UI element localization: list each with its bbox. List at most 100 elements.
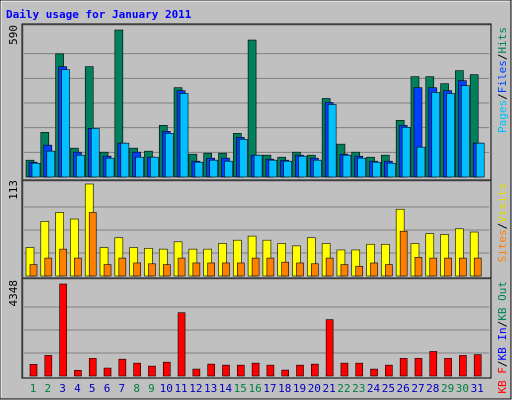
bar (325, 257, 334, 277)
bar (238, 139, 248, 178)
bar (120, 142, 130, 178)
legend-entry: Visits (496, 183, 509, 223)
bar (370, 368, 378, 377)
bar (475, 142, 485, 178)
bar (236, 262, 245, 277)
legend-entry: KB In (496, 327, 509, 360)
bar (370, 262, 378, 277)
x-tick-label: 6 (104, 382, 111, 395)
bar (194, 161, 204, 178)
x-tick-label: 17 (263, 382, 276, 395)
y-tick-label: 4348 (7, 280, 20, 307)
bar (459, 257, 467, 277)
y-tick-label: 113 (7, 180, 20, 200)
bar (192, 262, 201, 277)
bar (298, 155, 307, 178)
bar (296, 262, 304, 277)
bar (342, 154, 352, 178)
bar (281, 369, 290, 377)
x-tick-label: 11 (174, 382, 187, 395)
x-tick-label: 7 (119, 382, 126, 395)
legend-separator: / (496, 223, 509, 230)
bar (313, 159, 322, 178)
y-tick-label: 590 (7, 25, 20, 45)
x-tick-label: 21 (323, 382, 336, 395)
bar (222, 262, 230, 277)
x-tick-label: 18 (278, 382, 291, 395)
bar (372, 161, 381, 178)
bar (76, 154, 85, 178)
x-tick-label: 31 (471, 382, 484, 395)
legend-separator: / (496, 93, 509, 100)
legend-entry: Files (496, 60, 509, 93)
bar (327, 104, 337, 178)
bar (90, 128, 100, 178)
legend-separator: / (496, 54, 509, 61)
bar (444, 257, 452, 277)
legend-entry: KB Out (496, 281, 509, 321)
bar (340, 264, 349, 277)
bar (135, 156, 144, 178)
bar (431, 92, 441, 178)
bar (29, 264, 38, 277)
bar (133, 362, 141, 377)
bar (251, 362, 260, 377)
bar (46, 150, 56, 178)
bar (414, 256, 423, 277)
x-tick-label: 13 (204, 382, 217, 395)
bar (88, 212, 97, 277)
bar (325, 319, 334, 377)
legend-entry: KB F (496, 367, 509, 394)
bar (31, 162, 41, 178)
bar (401, 127, 411, 178)
x-tick-label: 28 (426, 382, 439, 395)
bar (266, 364, 275, 377)
x-tick-label: 4 (74, 382, 81, 395)
legend: KB F/KB In/KB Out (496, 281, 509, 394)
panel (21, 277, 492, 379)
bar (164, 133, 174, 178)
bar (105, 157, 115, 178)
x-tick-label: 24 (367, 382, 381, 395)
legend-entry: Hits (496, 27, 509, 54)
bar (268, 159, 278, 178)
bar (416, 146, 426, 178)
bar (387, 162, 396, 178)
bar (59, 248, 67, 277)
bar (29, 364, 38, 377)
bar (473, 257, 482, 277)
bar (281, 261, 290, 277)
chart-title: Daily usage for January 2011 (6, 8, 192, 21)
bar (461, 85, 470, 178)
legend: Sites/Visits (496, 183, 509, 263)
bar (399, 358, 408, 377)
legend: Pages/Files/Hits (496, 27, 509, 133)
bar (177, 257, 186, 277)
bar (61, 69, 70, 178)
bar (148, 365, 156, 377)
x-tick-label: 3 (59, 382, 66, 395)
x-tick-label: 23 (352, 382, 365, 395)
x-tick-label: 2 (44, 382, 51, 395)
bar (429, 351, 438, 377)
bar (207, 262, 215, 277)
x-tick-label: 10 (160, 382, 173, 395)
x-tick-label: 9 (148, 382, 155, 395)
bar (103, 264, 112, 277)
bar (355, 265, 364, 277)
bar (385, 264, 393, 277)
x-tick-label: 16 (248, 382, 261, 395)
bar (74, 257, 82, 277)
bar (296, 364, 304, 377)
bar (385, 364, 393, 377)
bar (473, 354, 482, 377)
x-tick-label: 30 (456, 382, 469, 395)
bar (355, 362, 364, 377)
bar (103, 367, 112, 377)
x-tick-label: 26 (397, 382, 410, 395)
bar (224, 160, 233, 178)
bar (88, 358, 97, 377)
bar (133, 262, 141, 277)
bar (357, 157, 367, 178)
